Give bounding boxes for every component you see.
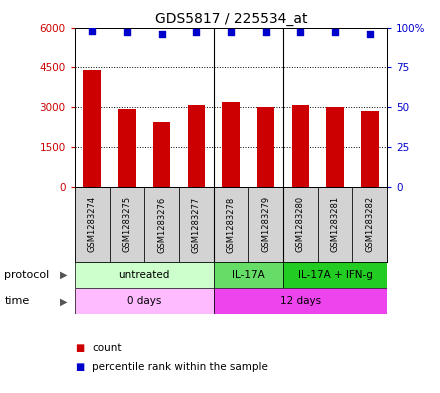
Text: 12 days: 12 days xyxy=(280,296,321,306)
Bar xyxy=(187,105,205,187)
Bar xyxy=(214,288,387,314)
Point xyxy=(123,29,130,35)
Bar xyxy=(214,187,248,262)
Text: GSM1283280: GSM1283280 xyxy=(296,196,305,252)
Point xyxy=(367,31,374,37)
Bar xyxy=(352,187,387,262)
Bar xyxy=(75,262,214,288)
Title: GDS5817 / 225534_at: GDS5817 / 225534_at xyxy=(155,13,307,26)
Bar xyxy=(75,288,214,314)
Text: ▶: ▶ xyxy=(60,296,68,306)
Bar xyxy=(283,262,387,288)
Point xyxy=(193,29,200,35)
Text: ▶: ▶ xyxy=(60,270,68,280)
Bar xyxy=(153,122,170,187)
Bar xyxy=(318,187,352,262)
Point xyxy=(262,29,269,35)
Bar xyxy=(257,107,275,187)
Text: GSM1283274: GSM1283274 xyxy=(88,196,97,252)
Text: GSM1283279: GSM1283279 xyxy=(261,196,270,252)
Bar xyxy=(326,107,344,187)
Text: time: time xyxy=(4,296,29,306)
Point xyxy=(227,29,235,35)
Text: count: count xyxy=(92,343,122,353)
Bar xyxy=(283,187,318,262)
Bar xyxy=(144,187,179,262)
Bar xyxy=(248,187,283,262)
Text: ■: ■ xyxy=(75,343,84,353)
Text: percentile rank within the sample: percentile rank within the sample xyxy=(92,362,268,373)
Point xyxy=(88,28,95,34)
Bar xyxy=(292,105,309,187)
Bar xyxy=(75,187,110,262)
Text: protocol: protocol xyxy=(4,270,50,280)
Text: GSM1283277: GSM1283277 xyxy=(192,196,201,253)
Text: ■: ■ xyxy=(75,362,84,373)
Text: untreated: untreated xyxy=(118,270,170,280)
Bar xyxy=(118,108,136,187)
Text: 0 days: 0 days xyxy=(127,296,161,306)
Text: IL-17A: IL-17A xyxy=(232,270,265,280)
Point xyxy=(158,31,165,37)
Text: IL-17A + IFN-g: IL-17A + IFN-g xyxy=(298,270,373,280)
Text: GSM1283276: GSM1283276 xyxy=(157,196,166,253)
Text: GSM1283282: GSM1283282 xyxy=(365,196,374,252)
Bar xyxy=(214,262,283,288)
Bar xyxy=(84,70,101,187)
Point xyxy=(332,29,339,35)
Bar xyxy=(222,102,240,187)
Bar xyxy=(179,187,214,262)
Bar xyxy=(110,187,144,262)
Bar xyxy=(361,111,378,187)
Text: GSM1283275: GSM1283275 xyxy=(122,196,132,252)
Text: GSM1283278: GSM1283278 xyxy=(227,196,235,253)
Text: GSM1283281: GSM1283281 xyxy=(330,196,340,252)
Point xyxy=(297,29,304,35)
